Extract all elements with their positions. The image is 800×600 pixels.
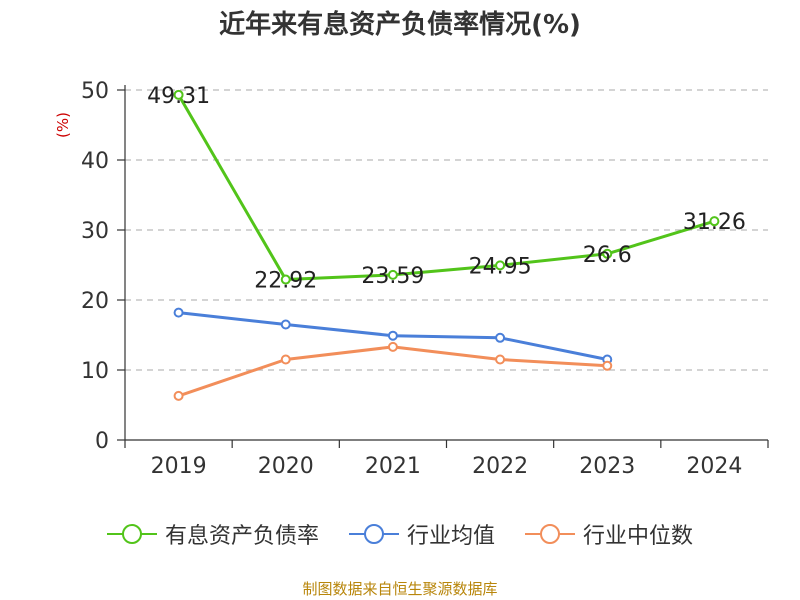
grid-lines: [125, 89, 768, 371]
data-point: [173, 307, 184, 318]
data-point: [173, 89, 184, 100]
x-tick-label: 2020: [258, 454, 314, 479]
data-point: [173, 390, 184, 401]
x-tick-label: 2019: [151, 454, 207, 479]
x-tick-label: 2024: [686, 454, 742, 479]
data-point: [280, 274, 291, 285]
data-point: [495, 332, 506, 343]
legend-item[interactable]: 有息资产负债率: [106, 518, 319, 550]
data-point: [709, 216, 720, 227]
legend-label: 有息资产负债率: [164, 524, 319, 549]
y-tick-label: 40: [81, 149, 109, 174]
data-point: [495, 260, 506, 271]
x-tick-label: 2021: [365, 454, 421, 479]
data-label: 22.92: [254, 269, 317, 294]
x-tick-label: 2023: [579, 454, 635, 479]
chart-title: 近年来有息资产负债率情况(%): [219, 10, 581, 40]
data-point: [387, 341, 398, 352]
data-label: 49.31: [147, 84, 210, 109]
data-point: [602, 360, 613, 371]
data-label: 26.6: [583, 243, 632, 268]
data-point: [387, 330, 398, 341]
y-tick-label: 50: [81, 79, 109, 104]
data-point: [387, 269, 398, 280]
axes: 0 10 20 30 40 50 2019 2020 2021 2022 2023 2024 (%): [54, 79, 769, 479]
data-label: 31.26: [683, 210, 746, 235]
data-labels: 49.31 22.92 23.59 24.95 26.6 31.26: [147, 84, 746, 294]
y-tick-label: 0: [95, 429, 109, 454]
legend-item[interactable]: 行业均值: [348, 518, 495, 550]
x-tick-label: 2022: [472, 454, 528, 479]
series-line-2: [178, 345, 608, 398]
y-tick-label: 10: [81, 359, 109, 384]
data-point: [280, 319, 291, 330]
y-tick-label: 20: [81, 289, 109, 314]
source-note: 制图数据来自恒生聚源数据库: [302, 580, 498, 598]
legend-symbol: [525, 524, 575, 544]
legend-item[interactable]: 行业中位数: [525, 518, 693, 550]
legend: 有息资产负债率 行业均值 行业中位数: [0, 518, 800, 550]
legend-label: 行业均值: [406, 524, 495, 549]
legend-symbol: [106, 524, 157, 544]
data-point: [495, 354, 506, 365]
data-point: [602, 248, 613, 259]
series-line-0: [177, 94, 715, 282]
y-axis-label: (%): [54, 112, 72, 138]
series-lines: [173, 89, 720, 401]
legend-symbol: [348, 524, 399, 544]
data-label: 23.59: [361, 264, 424, 289]
data-point: [280, 354, 291, 365]
data-label: 24.95: [469, 254, 532, 279]
legend-label: 行业中位数: [583, 524, 694, 549]
y-tick-label: 30: [81, 219, 109, 244]
